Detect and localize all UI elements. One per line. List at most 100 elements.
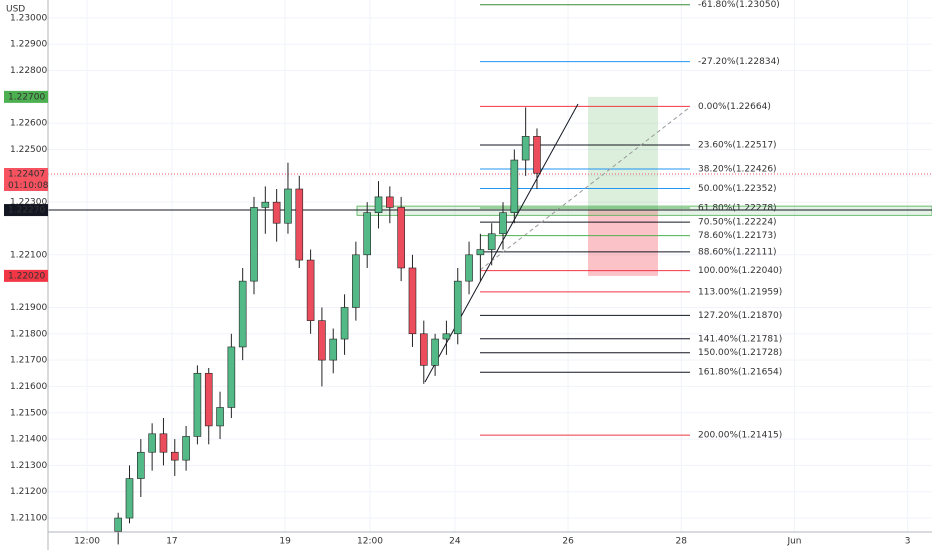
fib-label: 200.00%(1.21415) bbox=[698, 431, 782, 441]
fib-label: 0.00%(1.22664) bbox=[698, 102, 771, 112]
candle-body bbox=[193, 372, 202, 437]
fib-label: 161.80%(1.21654) bbox=[698, 368, 782, 378]
candle-body bbox=[386, 196, 394, 208]
candle-body bbox=[182, 436, 190, 461]
candle-body bbox=[227, 346, 236, 408]
fib-label: 50.00%(1.22352) bbox=[698, 184, 777, 194]
candle-body bbox=[295, 188, 304, 261]
fib-label: 70.50%(1.22224) bbox=[698, 218, 777, 228]
y-tick-label: 1.23000 bbox=[10, 13, 47, 23]
x-tick-label: 19 bbox=[279, 537, 291, 547]
candle-body bbox=[114, 517, 122, 532]
currency: USD bbox=[6, 5, 25, 15]
grid bbox=[48, 0, 932, 532]
x-tick-label: 17 bbox=[166, 537, 177, 547]
x-tick-label: 24 bbox=[449, 537, 461, 547]
fib-label: 23.60%(1.22517) bbox=[698, 141, 777, 151]
fib-label: 38.20%(1.22426) bbox=[698, 164, 777, 174]
fib-label: 78.60%(1.22173) bbox=[698, 231, 777, 241]
plot-area: -61.80%(1.23050) -27.20%(1.22834) 0.00%(1.… bbox=[48, 0, 932, 545]
x-tick-label: 12:00 bbox=[357, 537, 383, 547]
candle-body bbox=[159, 433, 168, 453]
candle-body bbox=[137, 451, 145, 479]
candle-body bbox=[499, 212, 507, 235]
fib-label: 150.00%(1.21728) bbox=[698, 348, 782, 358]
x-tick-label: 12:00 bbox=[74, 537, 100, 547]
x-tick-label: 26 bbox=[562, 537, 574, 547]
y-tick-label: 1.22900 bbox=[10, 40, 47, 50]
candle-body bbox=[465, 254, 473, 282]
y-tick-label: 1.21300 bbox=[10, 461, 47, 471]
price-tag bbox=[4, 269, 48, 282]
fib-label: -27.20%(1.22834) bbox=[698, 57, 780, 67]
price-tag-label: 1.22700 bbox=[8, 92, 45, 102]
candle-body bbox=[476, 249, 485, 256]
trend-line bbox=[424, 103, 579, 383]
fib-label: 88.60%(1.22111) bbox=[698, 247, 777, 257]
y-tick-label: 1.21700 bbox=[10, 356, 47, 366]
fib-label: -61.80%(1.23050) bbox=[698, 0, 780, 10]
candle-body bbox=[352, 254, 360, 308]
candle-body bbox=[125, 478, 134, 519]
candle-body bbox=[318, 320, 326, 361]
y-tick-label: 1.22800 bbox=[10, 66, 47, 76]
candle-body bbox=[340, 307, 349, 340]
candle-body bbox=[216, 407, 224, 427]
y-tick-label: 1.22300 bbox=[10, 198, 47, 208]
y-tick-label: 1.21500 bbox=[10, 408, 47, 418]
candle-body bbox=[250, 207, 258, 282]
y-tick-label: 1.21600 bbox=[10, 382, 47, 392]
target-zone bbox=[588, 96, 658, 211]
fib-label: 127.20%(1.21870) bbox=[698, 311, 782, 321]
price-tag-label: 1.22020 bbox=[8, 271, 45, 281]
x-tick-label: Jun bbox=[786, 537, 801, 547]
zone-band bbox=[356, 205, 932, 216]
candle-body bbox=[204, 372, 213, 427]
candle-body bbox=[170, 451, 179, 461]
candle-body bbox=[374, 196, 383, 213]
y-tick-label: 1.21400 bbox=[10, 435, 47, 445]
fib-label: 113.00%(1.21959) bbox=[698, 287, 782, 297]
y-tick-label: 1.21200 bbox=[10, 487, 47, 497]
price-tag bbox=[4, 204, 48, 217]
candle-body bbox=[533, 136, 541, 174]
candle-body bbox=[363, 212, 371, 256]
trend-line bbox=[479, 106, 691, 271]
candle-body bbox=[442, 333, 451, 340]
candle-body bbox=[510, 159, 519, 213]
fib-label: 61.80%(1.22278) bbox=[698, 203, 777, 213]
fib-label: 100.00%(1.22040) bbox=[698, 266, 782, 276]
candle-body bbox=[408, 267, 417, 335]
fib-label: 141.40%(1.21781) bbox=[698, 334, 782, 344]
countdown-tag bbox=[4, 179, 48, 191]
price-tag bbox=[4, 167, 48, 180]
candle-body bbox=[419, 333, 428, 366]
price-tag bbox=[4, 90, 48, 103]
y-tick-label: 1.22100 bbox=[10, 250, 47, 260]
candle-body bbox=[284, 188, 292, 224]
candle-body bbox=[397, 207, 405, 269]
candle-body bbox=[272, 201, 281, 224]
y-tick-label: 1.22500 bbox=[10, 145, 47, 155]
y-tick-label: 1.21100 bbox=[10, 514, 47, 524]
candle-body bbox=[521, 136, 530, 161]
candle-body bbox=[148, 433, 156, 453]
y-tick-label: 1.21900 bbox=[10, 303, 47, 313]
price-tag-label: 1.22407 bbox=[8, 169, 45, 179]
price-tag-label: 1.22270 bbox=[8, 206, 45, 216]
candle-body bbox=[261, 201, 270, 208]
candle-body bbox=[238, 280, 247, 348]
x-tick-label: 3 bbox=[905, 537, 911, 547]
y-tick-label: 1.21800 bbox=[10, 329, 47, 339]
countdown: 01:10:08 bbox=[8, 181, 49, 191]
candle-body bbox=[306, 259, 315, 321]
candle-body bbox=[431, 338, 439, 366]
candle-body bbox=[487, 233, 496, 250]
y-tick-label: 1.22600 bbox=[10, 119, 47, 129]
x-tick-label: 28 bbox=[676, 537, 688, 547]
stop-zone bbox=[588, 210, 658, 276]
candle-body bbox=[453, 280, 462, 335]
candle-body bbox=[329, 338, 338, 361]
